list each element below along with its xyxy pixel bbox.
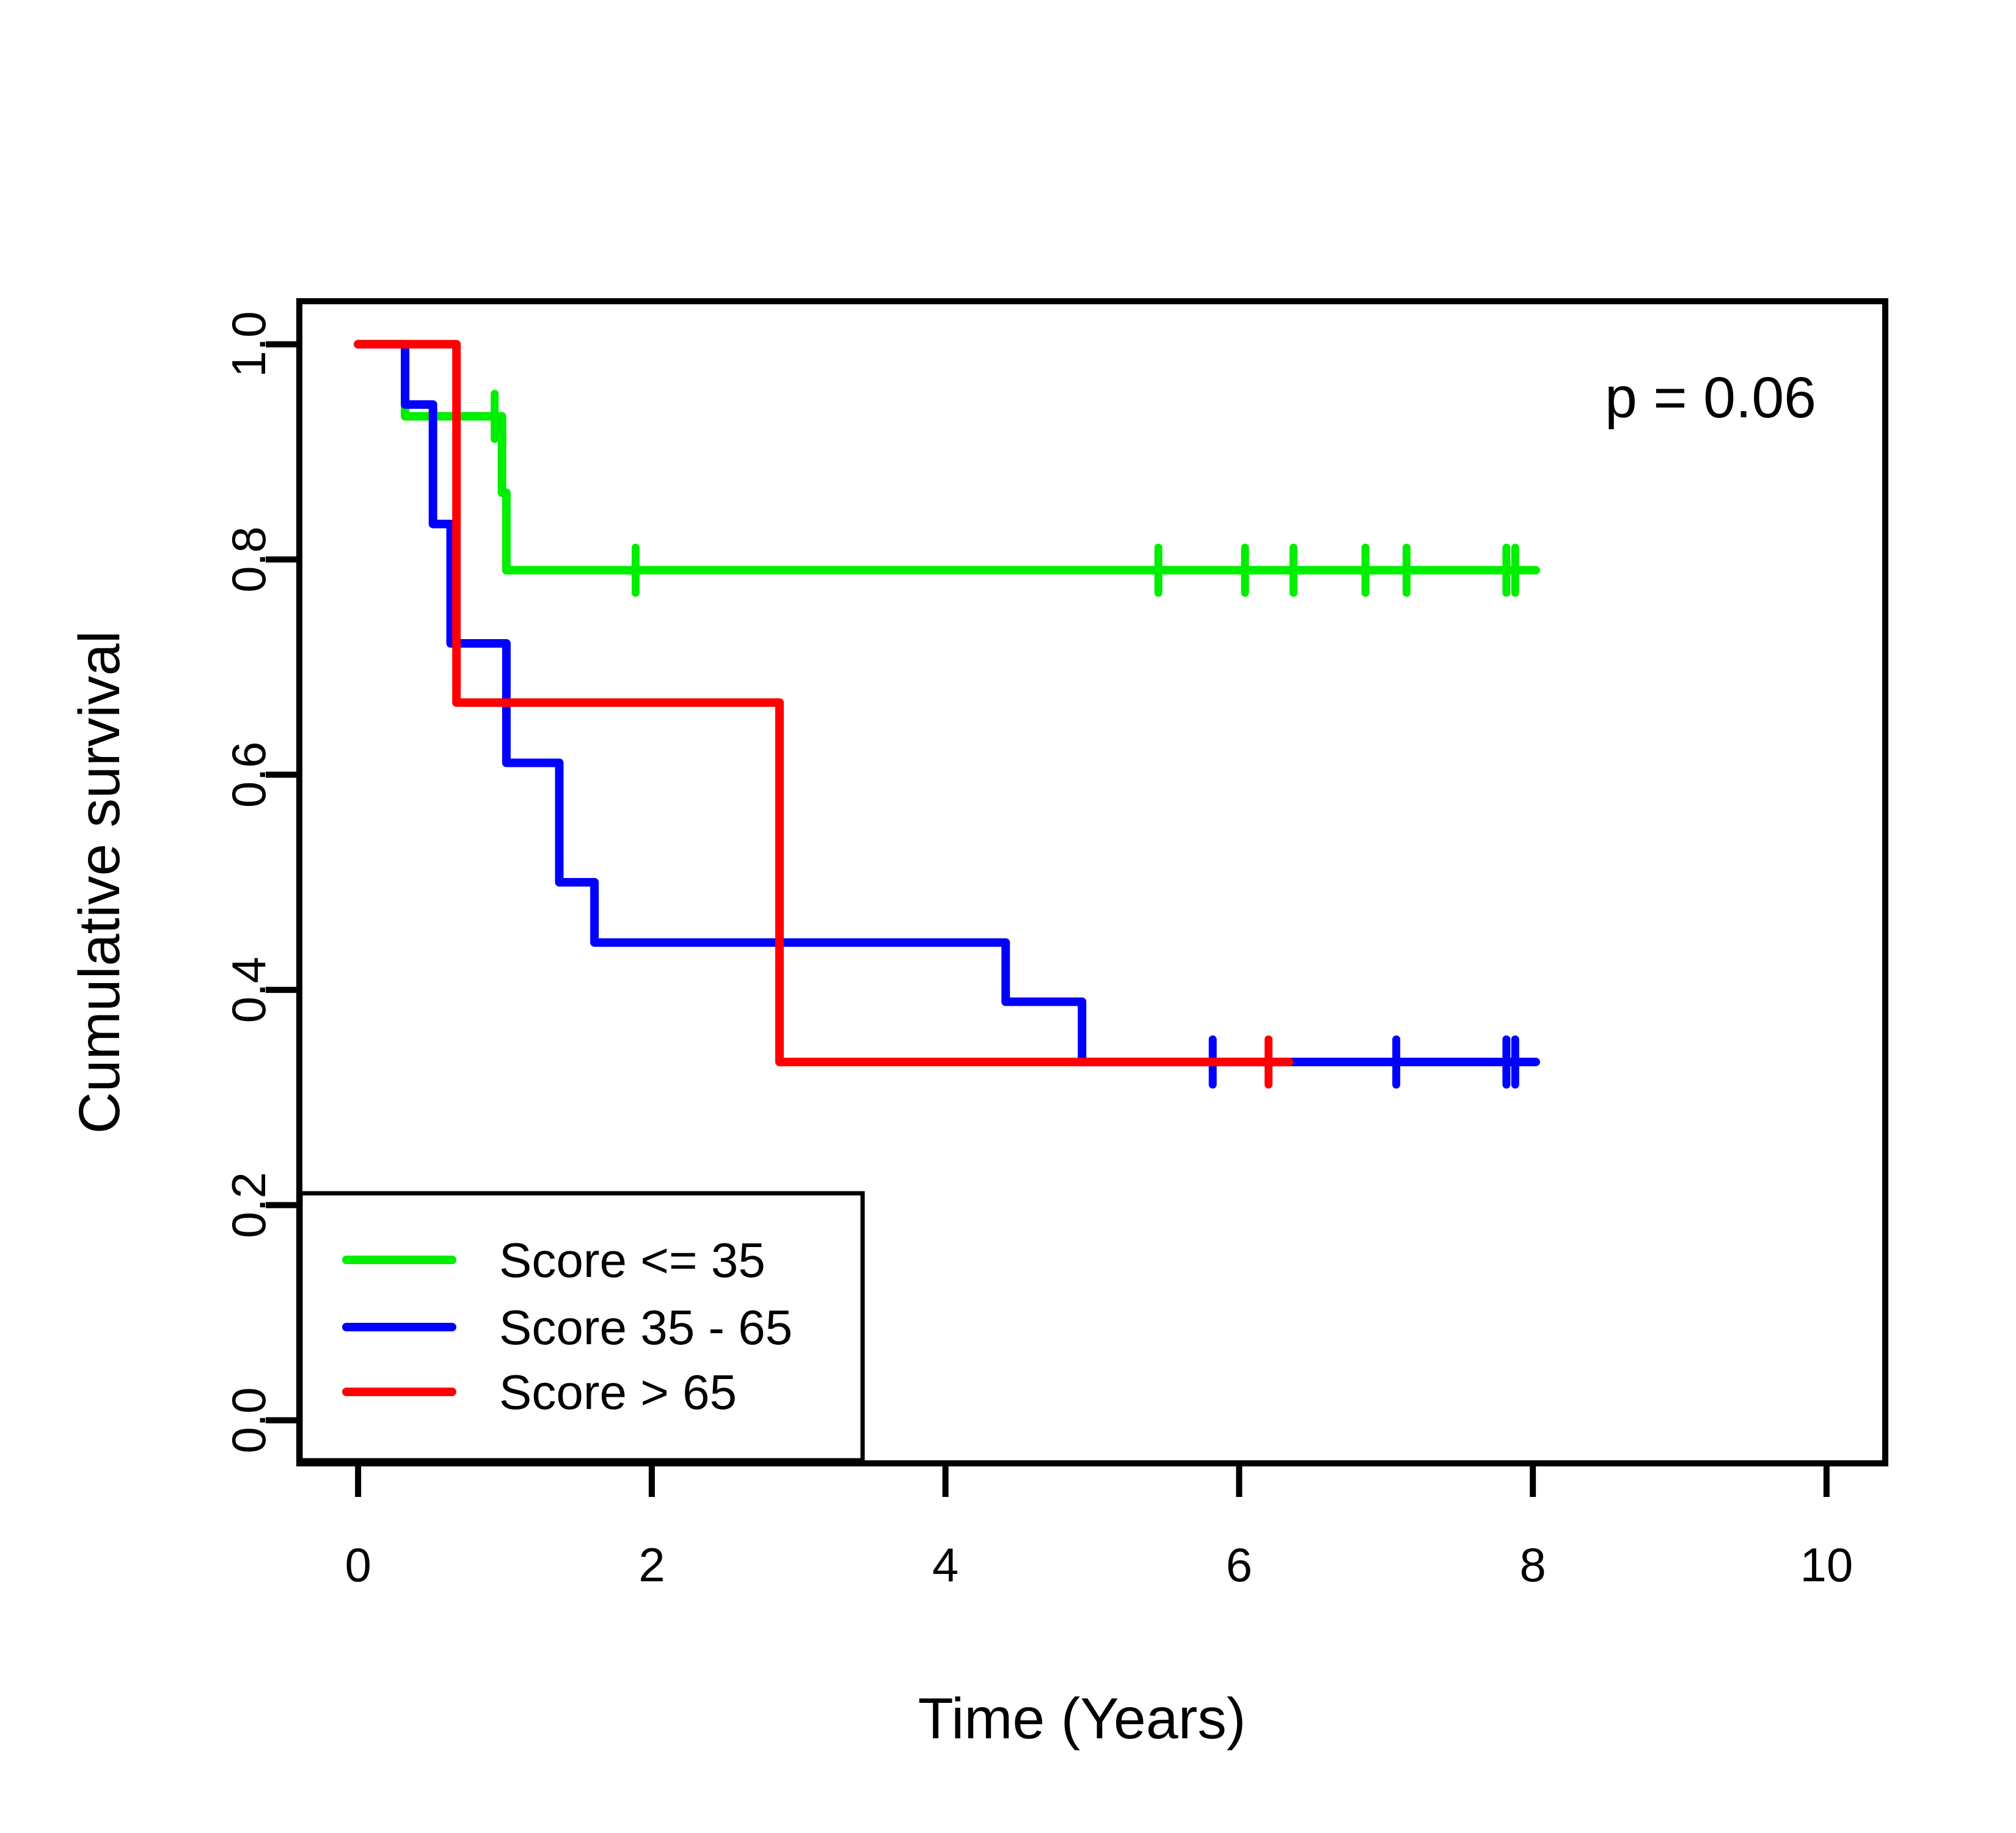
x-tick-label: 8: [1519, 1538, 1546, 1592]
y-tick-label: 0.6: [222, 742, 276, 808]
y-tick-label: 0.4: [222, 957, 276, 1023]
plot-border: [296, 298, 1888, 1466]
y-axis-title: Cumulative survival: [67, 631, 132, 1134]
x-tick-label: 6: [1226, 1538, 1252, 1592]
x-tick-label: 4: [932, 1538, 959, 1592]
legend-box: [298, 1191, 865, 1463]
survival-curve-2: [354, 340, 1294, 1067]
legend-label-score-35-65: Score 35 - 65: [499, 1300, 792, 1355]
legend-label-score-le-35: Score <= 35: [499, 1233, 765, 1287]
x-tick-label: 10: [1800, 1538, 1853, 1592]
p-value-annotation: p = 0.06: [1605, 365, 1816, 430]
y-tick-label: 1.0: [222, 311, 276, 377]
x-axis-title: Time (Years): [918, 1686, 1246, 1751]
y-tick-label: 0.0: [222, 1387, 276, 1453]
survival-curve-1: [354, 340, 1540, 1067]
plot-area: 0 2 4 6 8 10 0.0 0.2 0.4 0.6 0.8 1.0: [222, 298, 1888, 1592]
y-tick-label: 0.8: [222, 526, 276, 592]
y-tick-label: 0.2: [222, 1172, 276, 1238]
legend-label-score-gt-65: Score > 65: [499, 1365, 737, 1419]
survival-curve-0: [354, 340, 1540, 575]
x-tick-label: 2: [638, 1538, 665, 1592]
x-tick-label: 0: [345, 1538, 371, 1592]
